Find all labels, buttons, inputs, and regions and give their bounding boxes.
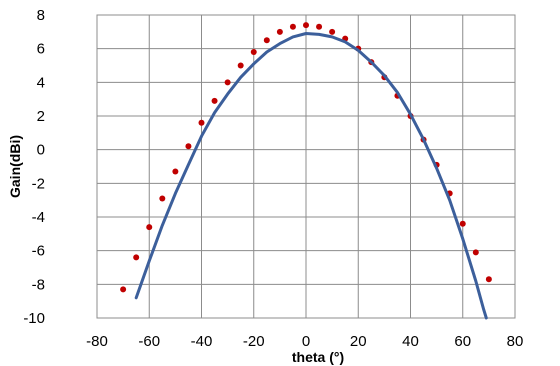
y-tick-label: -8	[32, 276, 45, 293]
data-point	[120, 286, 127, 293]
x-tick-label: -40	[191, 333, 213, 350]
data-point	[172, 168, 179, 175]
data-point	[472, 249, 479, 256]
data-point	[133, 254, 140, 261]
x-axis-title: theta (°)	[292, 349, 344, 365]
y-tick-labels: -10 -8 -6 -4 -2 0 2 4 6 8	[23, 7, 45, 327]
data-point	[329, 28, 336, 35]
data-point	[159, 195, 166, 202]
y-tick-label: 0	[37, 142, 45, 159]
data-point	[263, 37, 270, 44]
x-tick-label: 60	[454, 333, 471, 350]
x-tick-label: 40	[402, 333, 419, 350]
data-point	[485, 276, 492, 283]
data-point	[198, 119, 205, 126]
data-point	[211, 97, 218, 104]
y-tick-label: 4	[37, 74, 45, 91]
series-layer	[120, 22, 492, 320]
grid	[96, 14, 516, 319]
x-tick-label: 0	[302, 333, 310, 350]
data-point	[250, 49, 257, 56]
data-point	[289, 23, 296, 30]
x-tick-label: -20	[243, 333, 265, 350]
y-tick-label: 6	[37, 41, 45, 58]
data-point	[237, 62, 244, 69]
x-tick-label: -80	[86, 333, 108, 350]
y-tick-label: -2	[32, 175, 45, 192]
data-point	[185, 143, 192, 150]
data-point	[459, 220, 466, 227]
y-tick-label: -4	[32, 209, 45, 226]
y-tick-label: 8	[37, 7, 45, 24]
data-point	[276, 28, 283, 35]
data-point	[316, 23, 323, 30]
y-tick-label: -6	[32, 243, 45, 260]
x-tick-label: -60	[138, 333, 160, 350]
series-line	[134, 32, 488, 320]
y-tick-label: -10	[23, 310, 45, 327]
plot-frame	[96, 14, 516, 319]
x-tick-label: 80	[507, 333, 524, 350]
x-tick-label: 20	[350, 333, 367, 350]
data-point	[146, 224, 153, 231]
y-tick-label: 2	[37, 108, 45, 125]
data-point	[224, 79, 231, 86]
series-solid	[134, 32, 488, 320]
y-axis-title: Gain(dBi)	[7, 135, 23, 198]
x-tick-labels: -80 -60 -40 -20 0 20 40 60 80	[86, 333, 523, 350]
data-point	[303, 22, 309, 29]
